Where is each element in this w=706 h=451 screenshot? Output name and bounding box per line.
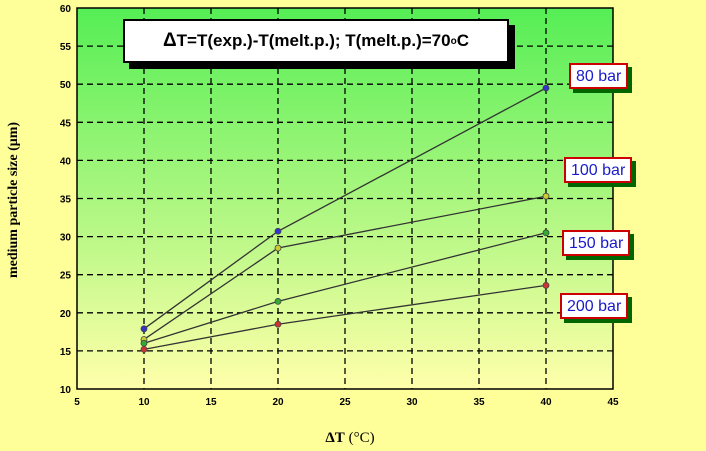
y-tick-label: 20	[60, 309, 72, 320]
annotation-unit: C	[456, 31, 469, 50]
x-axis-symbol: ΔT	[325, 430, 345, 446]
data-point-100-bar	[274, 244, 282, 252]
x-axis-unit: (°C)	[344, 430, 375, 446]
y-tick-label: 30	[60, 233, 72, 244]
x-tick-label: 40	[540, 397, 552, 408]
x-tick-label: 10	[138, 397, 150, 408]
y-tick-label: 60	[60, 4, 72, 15]
x-axis-label: ΔT (°C)	[250, 430, 450, 447]
data-point-150-bar	[542, 229, 550, 237]
series-label-200-bar: 200 bar	[560, 293, 629, 319]
y-tick-label: 45	[60, 118, 72, 129]
y-tick-label: 50	[60, 80, 72, 91]
x-tick-label: 30	[406, 397, 418, 408]
y-tick-label: 55	[60, 42, 72, 53]
formula-annotation: Δ T=T(exp.)-T(melt.p.); T(melt.p.)=70 o C	[123, 19, 509, 63]
y-tick-label: 10	[60, 385, 72, 396]
data-point-150-bar	[274, 297, 282, 305]
series-layer	[140, 84, 550, 353]
y-tick-label: 15	[60, 347, 72, 358]
data-point-150-bar	[140, 339, 148, 347]
y-tick-label: 35	[60, 195, 72, 206]
x-tick-label: 35	[473, 397, 485, 408]
y-axis-label: medium particle size (μm)	[6, 121, 21, 279]
x-tick-label: 45	[607, 397, 619, 408]
series-label-150-bar: 150 bar	[562, 230, 631, 256]
data-point-80-bar	[140, 325, 148, 333]
series-label-80-bar: 80 bar	[569, 63, 629, 89]
x-tick-label: 5	[74, 397, 80, 408]
data-point-80-bar	[274, 227, 282, 235]
data-point-200-bar	[274, 320, 282, 328]
data-point-80-bar	[542, 84, 550, 92]
x-tick-label: 20	[272, 397, 284, 408]
series-label-100-bar: 100 bar	[564, 157, 633, 183]
data-point-200-bar	[140, 345, 148, 353]
annotation-text: T=T(exp.)-T(melt.p.); T(melt.p.)=70	[176, 31, 451, 50]
y-tick-label: 25	[60, 271, 72, 282]
x-tick-label: 25	[339, 397, 351, 408]
y-tick-label: 40	[60, 156, 72, 167]
data-point-200-bar	[542, 281, 550, 289]
annotation-degree: o	[450, 35, 457, 47]
annotation-delta: Δ	[163, 30, 177, 51]
data-point-100-bar	[542, 192, 550, 200]
x-tick-label: 15	[205, 397, 217, 408]
